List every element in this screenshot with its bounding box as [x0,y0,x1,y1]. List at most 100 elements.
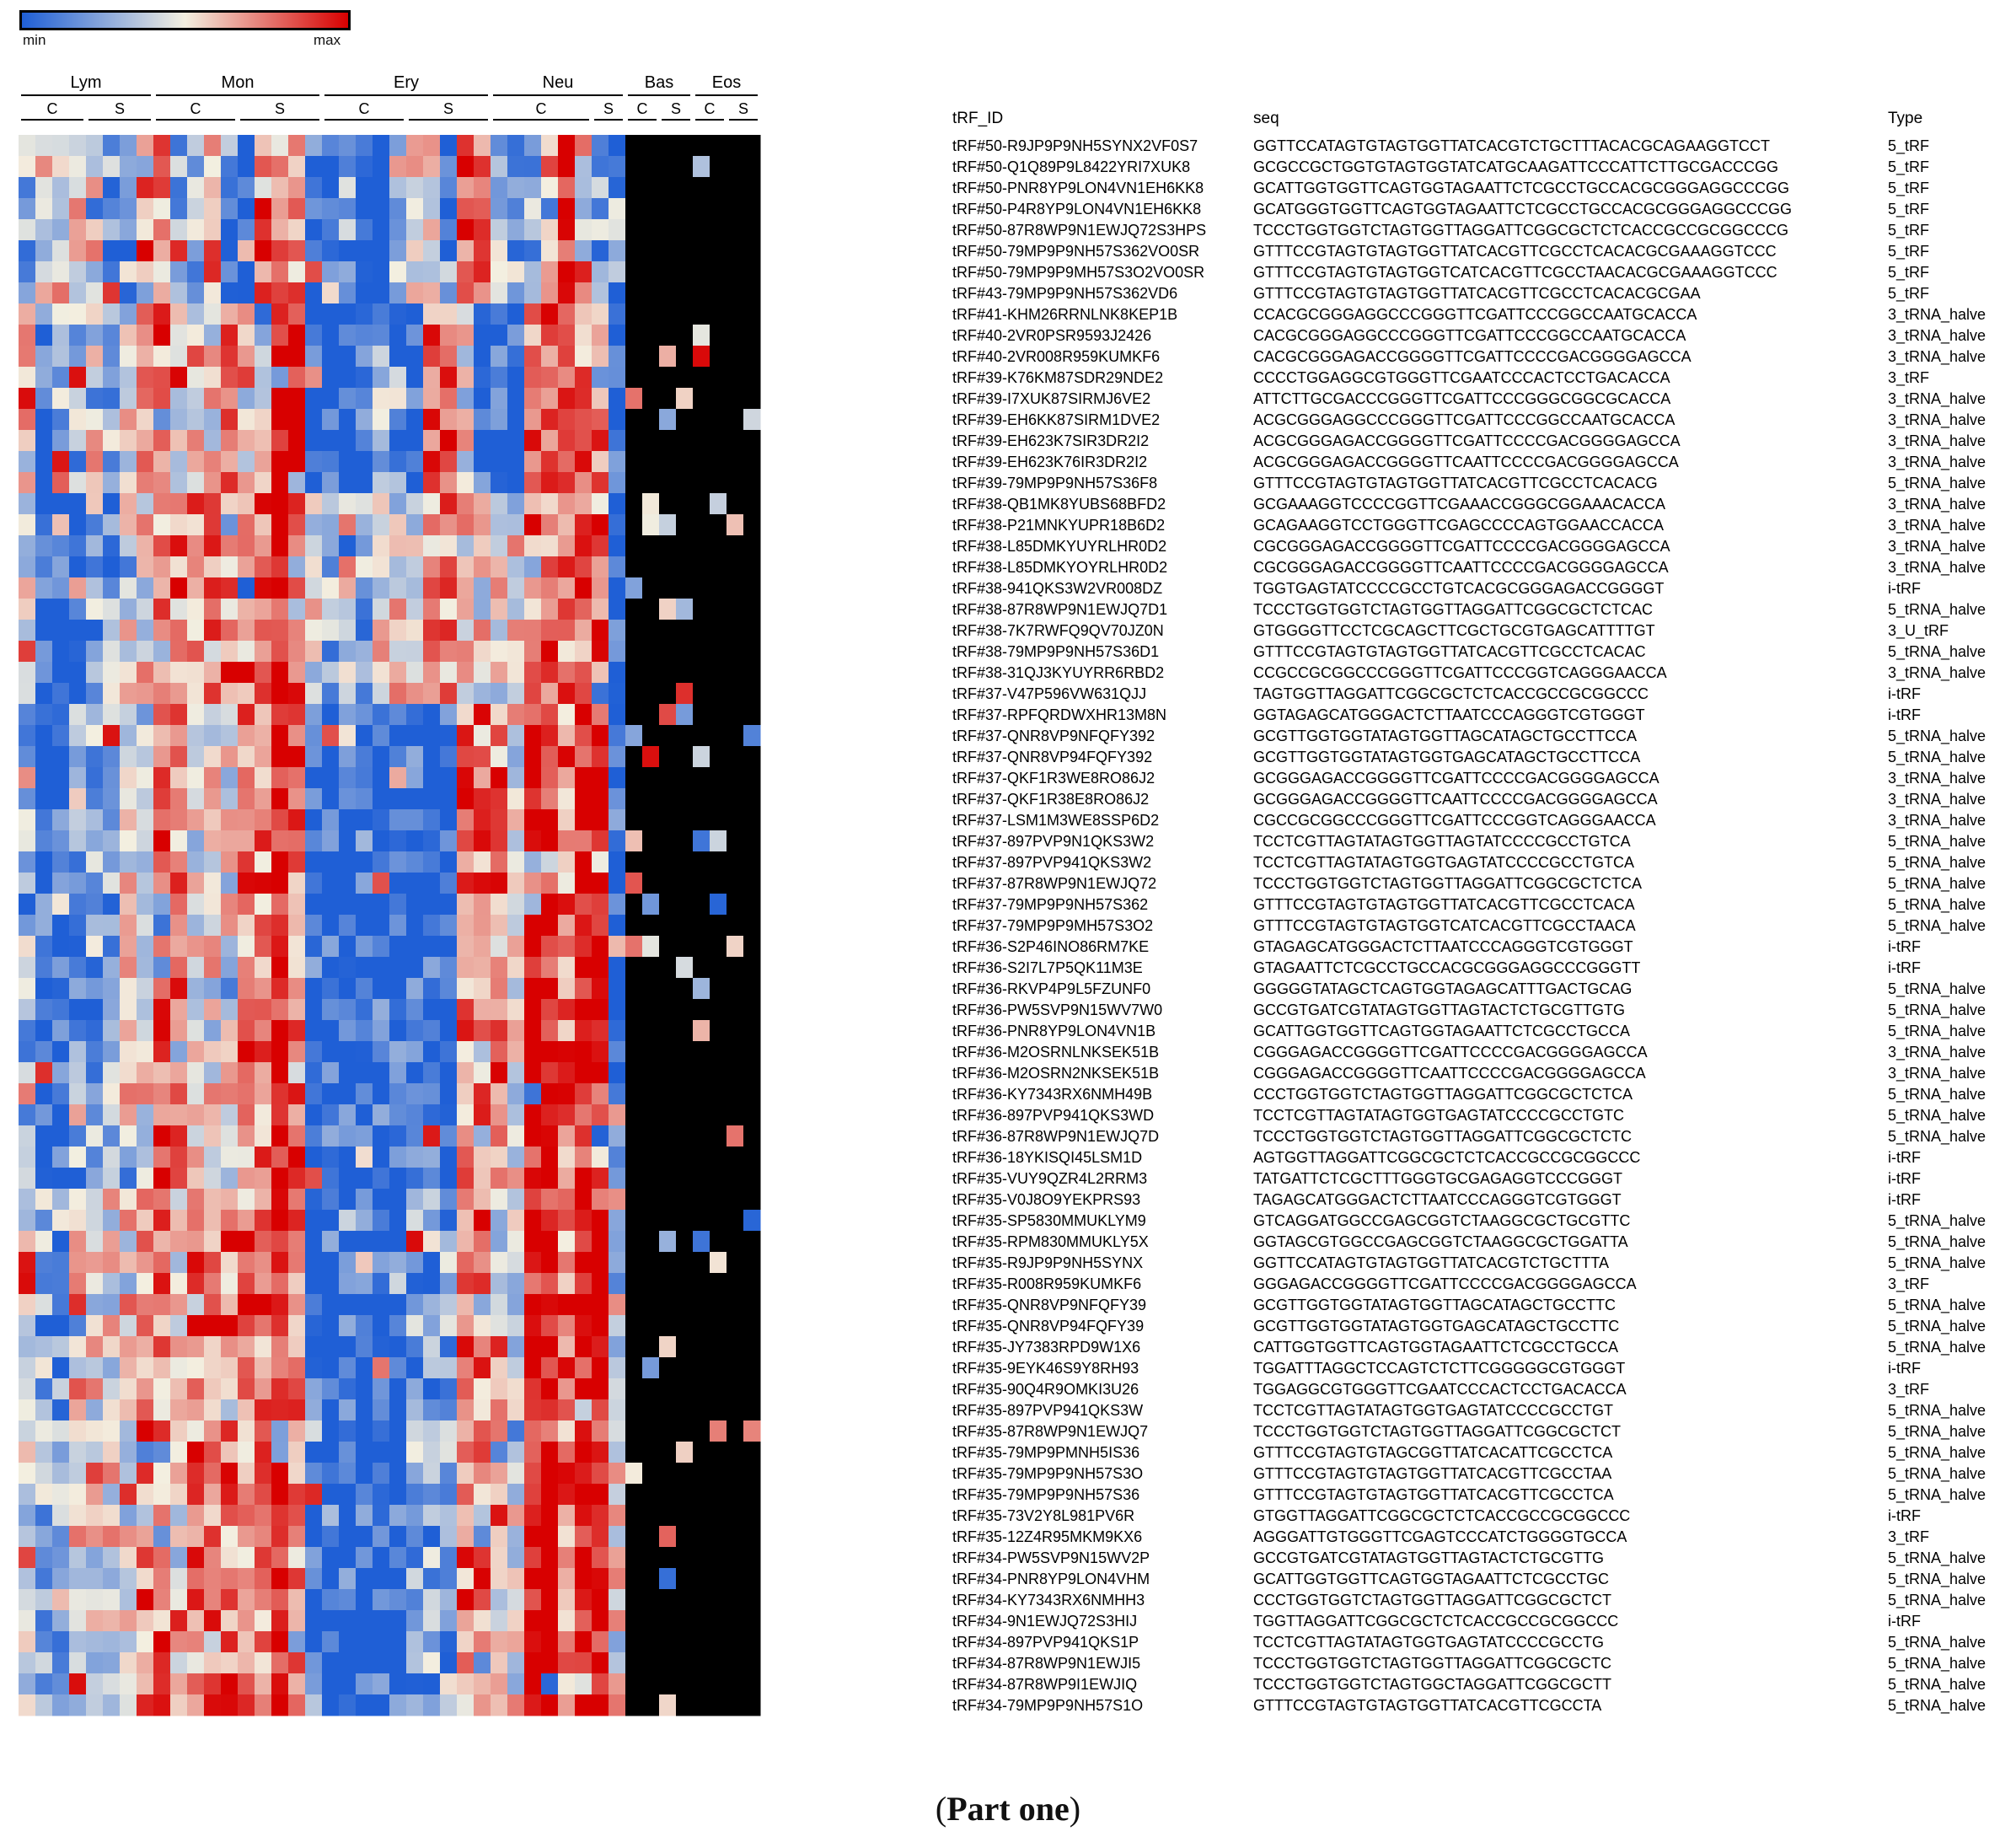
heatmap-cell [743,261,761,283]
heatmap-cell [52,261,70,283]
heatmap-cell [322,894,340,916]
heatmap-cell [19,1357,36,1379]
heatmap-cell [153,198,171,220]
heatmap-cell [187,641,205,663]
heatmap-cell [727,725,744,747]
heatmap-cell [305,1294,323,1316]
heatmap-cell [52,451,70,473]
heatmap-cell [592,198,609,220]
heatmap-cell [575,1442,592,1463]
heatmap-cell [255,535,272,557]
row-trf-id: tRF#39-79MP9P9NH57S36F8 [952,475,1157,491]
heatmap-cell [440,1189,458,1211]
heatmap-cell [524,472,542,494]
heatmap-cell [288,1020,306,1042]
heatmap-cell [305,1336,323,1358]
heatmap-cell [659,1252,677,1274]
row-sequence: GTTTCCGTAGTGTAGTGGTTATCACGTTCGCCTCACA [1253,896,1635,913]
heatmap-cell [693,367,710,389]
heatmap-cell [710,430,727,452]
heatmap-cell [137,177,154,199]
heatmap-cell [103,1378,121,1400]
heatmap-cell [221,388,239,410]
heatmap-cell [204,1568,222,1590]
heatmap-cell [642,1505,660,1527]
heatmap-cell [727,535,744,557]
heatmap-cell [221,430,239,452]
heatmap-cell [170,1083,188,1105]
heatmap-cell [137,957,154,979]
row-type: 5_tRF [1888,285,1929,303]
heatmap-cell [69,809,87,831]
heatmap-cell [423,325,441,346]
heatmap-cell [710,1694,727,1716]
heatmap-cell [187,599,205,620]
heatmap-cell [727,325,744,346]
row-sequence: GTTTCCGTAGTGTAGTGGTCATCACGTTCGCCTAACA [1253,917,1636,934]
heatmap-cell [137,599,154,620]
heatmap-cell [255,1252,272,1274]
heatmap-cell [255,493,272,515]
heatmap-cell [35,1336,53,1358]
heatmap-cell [457,1083,475,1105]
heatmap-cell [187,873,205,894]
heatmap-cell [356,556,373,578]
heatmap-cell [693,1252,710,1274]
heatmap-cell [255,1062,272,1084]
heatmap-cell [339,156,357,178]
heatmap-cell [103,1083,121,1105]
heatmap-cell [693,830,710,852]
heatmap-cell [69,1694,87,1716]
heatmap-cell [103,620,121,642]
heatmap-cell [575,556,592,578]
heatmap-cell [288,746,306,768]
heatmap-cell [625,1147,643,1168]
heatmap-cell [204,936,222,958]
heatmap-cell [710,1252,727,1274]
celltype-label-eos: Eos [712,73,741,92]
row-sequence: CGCGGGAGACCGGGGTTCAATTCCCCGACGGGGAGCCA [1253,559,1669,576]
heatmap-cell [19,641,36,663]
heatmap-cell [339,725,357,747]
heatmap-cell [221,873,239,894]
heatmap-cell [204,599,222,620]
heatmap-cell [389,493,407,515]
heatmap-cell [406,493,424,515]
heatmap-cell [356,1378,373,1400]
celltype-label-ery: Ery [394,73,419,92]
heatmap-cell [373,325,390,346]
heatmap-cell [592,409,609,431]
heatmap-cell [710,725,727,747]
heatmap-cell [255,894,272,916]
heatmap-cell [558,788,576,810]
heatmap-cell [659,620,677,642]
heatmap-cell [153,1189,171,1211]
heatmap-cell [406,409,424,431]
heatmap-cell [103,873,121,894]
heatmap-cell [693,1463,710,1485]
heatmap-cell [457,683,475,705]
heatmap-cell [255,577,272,599]
heatmap-cell [322,261,340,283]
heatmap-cell [170,367,188,389]
heatmap-cell [19,1231,36,1253]
heatmap-cell [255,1294,272,1316]
heatmap-cell [474,1041,491,1063]
row-type: 3_tRF [1888,369,1929,387]
row-trf-id: tRF#37-V47P596VW631QJJ [952,685,1146,702]
heatmap-cell [204,1125,222,1147]
row-trf-id: tRF#35-VUY9QZR4L2RRM3 [952,1170,1147,1187]
heatmap-cell [710,767,727,789]
heatmap-cell [440,1694,458,1716]
heatmap-cell [659,535,677,557]
heatmap-cell [356,1610,373,1632]
heatmap-cell [204,620,222,642]
heatmap-cell [727,261,744,283]
heatmap-cell [103,725,121,747]
heatmap-cell [35,219,53,241]
heatmap-cell [153,451,171,473]
condition-label-bas-s: S [671,100,681,117]
heatmap-cell [457,1526,475,1548]
row-trf-id: tRF#38-L85DMKYUYRLHR0D2 [952,538,1166,555]
heatmap-cell [69,1041,87,1063]
